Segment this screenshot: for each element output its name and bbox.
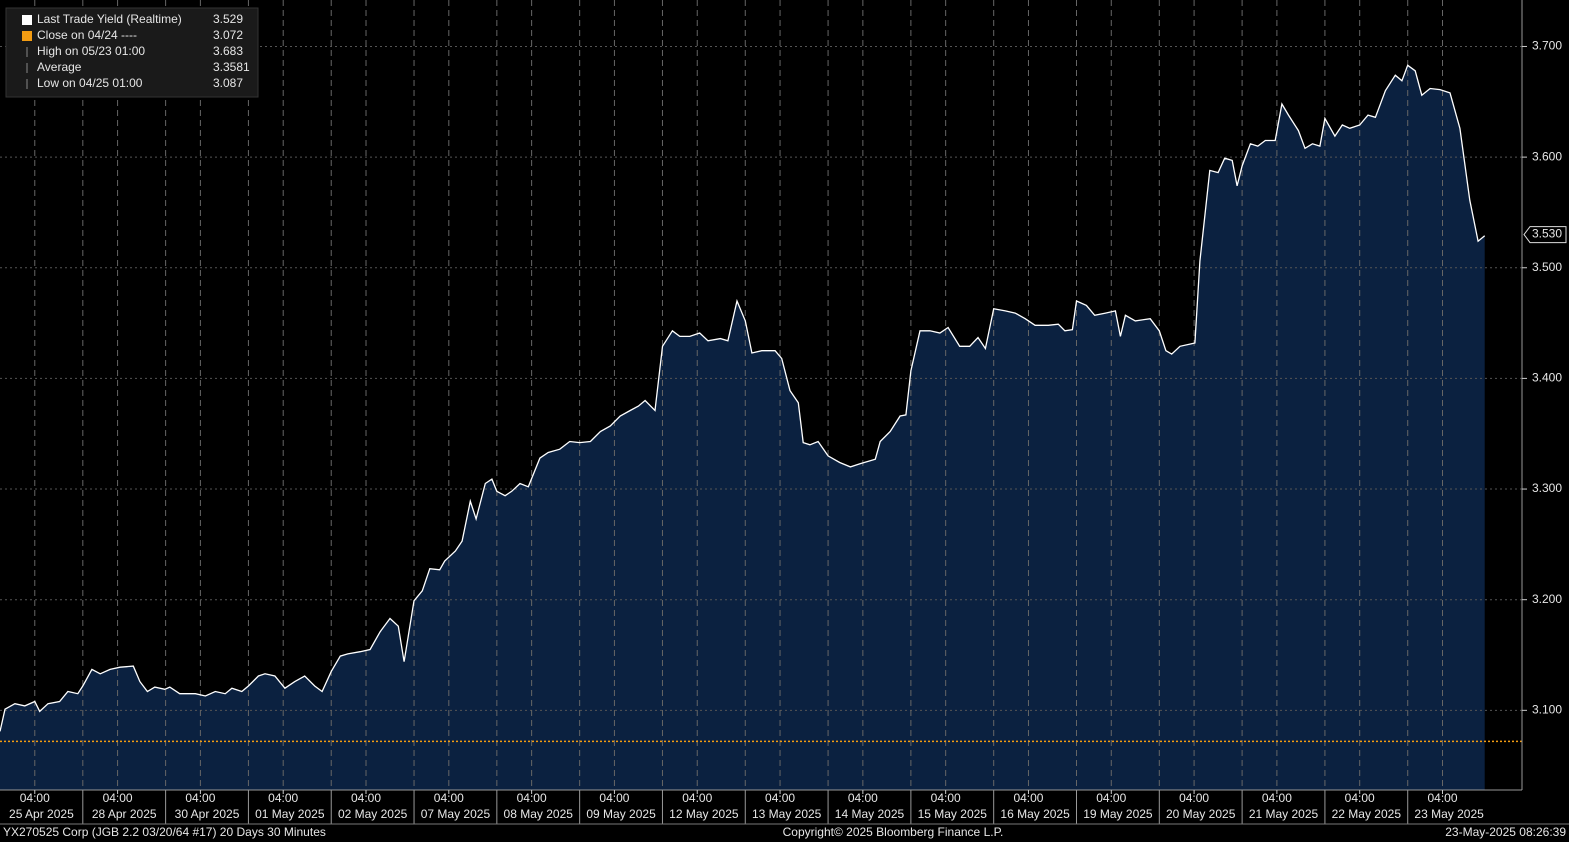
x-tick-label: 04:00 [848, 791, 878, 805]
x-category-label: 16 May 2025 [1000, 807, 1070, 821]
y-tick-label: 3.300 [1532, 481, 1562, 495]
footer-left: YX270525 Corp (JGB 2.2 03/20/64 #17) 20 … [3, 825, 326, 839]
x-tick-label: 04:00 [20, 791, 50, 805]
x-tick-label: 04:00 [434, 791, 464, 805]
x-category-label: 08 May 2025 [504, 807, 574, 821]
legend-name: Average [37, 60, 82, 74]
legend-name: Close on 04/24 ---- [37, 28, 137, 42]
y-tick-label: 3.100 [1532, 703, 1562, 717]
x-tick-label: 04:00 [185, 791, 215, 805]
x-tick-label: 04:00 [599, 791, 629, 805]
x-category-label: 19 May 2025 [1083, 807, 1153, 821]
x-category-label: 12 May 2025 [669, 807, 739, 821]
legend-name: High on 05/23 01:00 [37, 44, 145, 58]
x-tick-label: 04:00 [1096, 791, 1126, 805]
legend-value: 3.087 [213, 76, 243, 90]
legend-value: 3.529 [213, 12, 243, 26]
line [0, 64, 1486, 732]
x-category-label: 20 May 2025 [1166, 807, 1236, 821]
y-tick-label: 3.200 [1532, 592, 1562, 606]
x-tick-label: 04:00 [682, 791, 712, 805]
x-category-label: 14 May 2025 [835, 807, 905, 821]
y-tick-label: 3.700 [1532, 39, 1562, 53]
y-tick-label: 3.400 [1532, 371, 1562, 385]
x-category-label: 07 May 2025 [421, 807, 491, 821]
legend-value: 3.3581 [213, 60, 250, 74]
x-tick-label: 04:00 [765, 791, 795, 805]
legend: Last Trade Yield (Realtime) 3.529 Close on… [5, 7, 259, 98]
legend-swatch [22, 31, 32, 41]
x-tick-label: 04:00 [1427, 791, 1457, 805]
legend-box [5, 7, 259, 98]
legend-name: Last Trade Yield (Realtime) [37, 12, 182, 26]
y-tick-label: 3.600 [1532, 149, 1562, 163]
x-tick-label: 04:00 [351, 791, 381, 805]
legend-value: 3.683 [213, 44, 243, 58]
x-tick-label: 04:00 [1345, 791, 1375, 805]
x-category-label: 09 May 2025 [586, 807, 656, 821]
footer-center: Copyright© 2025 Bloomberg Finance L.P. [783, 825, 1004, 839]
x-tick-label: 04:00 [268, 791, 298, 805]
footer-right: 23-May-2025 08:26:39 [1445, 825, 1566, 839]
x-category-label: 13 May 2025 [752, 807, 822, 821]
x-category-label: 25 Apr 2025 [9, 807, 74, 821]
x-category-label: 02 May 2025 [338, 807, 408, 821]
area [0, 65, 1485, 791]
legend-name: Low on 04/25 01:00 [37, 76, 143, 90]
x-tick-label: 04:00 [1013, 791, 1043, 805]
x-category-label: 01 May 2025 [255, 807, 325, 821]
x-category-label: 23 May 2025 [1414, 807, 1484, 821]
x-tick-label: 04:00 [1262, 791, 1292, 805]
last-value-tag [1523, 226, 1567, 244]
x-tick-label: 04:00 [517, 791, 547, 805]
legend-value: 3.072 [213, 28, 243, 42]
x-category-label: 15 May 2025 [918, 807, 988, 821]
x-category-label: 21 May 2025 [1249, 807, 1319, 821]
x-tick-label: 04:00 [931, 791, 961, 805]
x-category-label: 28 Apr 2025 [92, 807, 157, 821]
x-tick-label: 04:00 [103, 791, 133, 805]
x-category-label: 22 May 2025 [1332, 807, 1402, 821]
x-tick-label: 04:00 [1179, 791, 1209, 805]
legend-swatch [22, 15, 32, 25]
x-category-label: 30 Apr 2025 [175, 807, 240, 821]
y-tick-label: 3.500 [1532, 260, 1562, 274]
last-value-label: 3.530 [1532, 227, 1562, 241]
